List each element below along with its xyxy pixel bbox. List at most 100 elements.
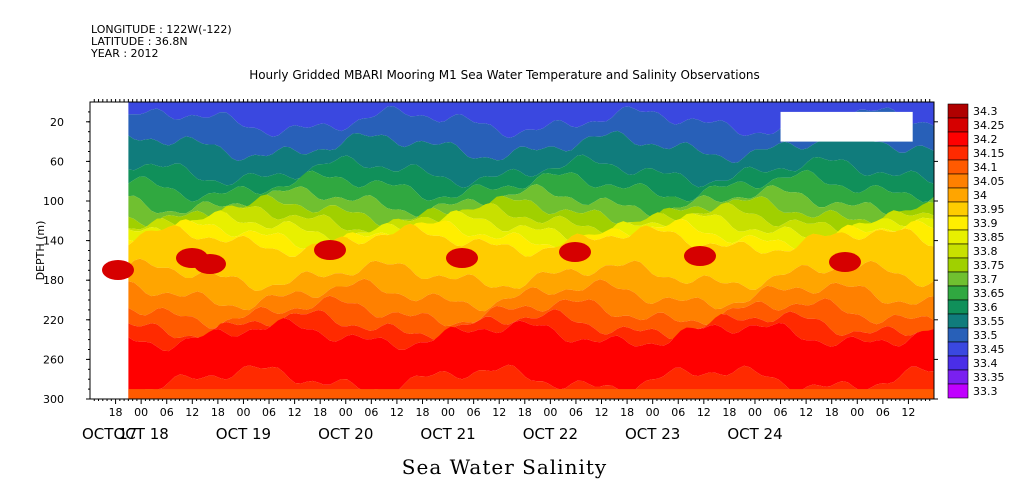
salinity-band-33.5 xyxy=(128,106,934,163)
salinity-band-33.85 xyxy=(128,210,934,250)
colorbar-swatch xyxy=(947,299,969,315)
x-day-label: OCT 22 xyxy=(523,425,578,443)
x-tick-label: 18 xyxy=(211,406,225,419)
salinity-band-34.2 xyxy=(128,318,934,395)
longitude-label: LONGITUDE : 122W(-122) xyxy=(91,23,232,36)
x-tick-label: 12 xyxy=(288,406,302,419)
colorbar-swatch xyxy=(947,145,969,161)
y-tick-label: 60 xyxy=(50,155,64,168)
colorbar-label: 33.5 xyxy=(973,329,998,342)
x-day-label: OCT 23 xyxy=(625,425,680,443)
colorbar-swatch xyxy=(947,229,969,245)
colorbar-label: 33.7 xyxy=(973,273,998,286)
colorbar-label: 34.3 xyxy=(973,105,998,118)
x-tick-label: 06 xyxy=(876,406,890,419)
x-day-label: OCT 17 xyxy=(82,425,137,443)
colorbar-swatch xyxy=(947,131,969,147)
y-tick-label: 20 xyxy=(50,116,64,129)
colorbar-swatch xyxy=(947,187,969,203)
salinity-band-33.95 xyxy=(128,223,934,291)
y-tick-label: 220 xyxy=(43,314,64,327)
x-tick-label: 00 xyxy=(339,406,353,419)
x-tick-label: 18 xyxy=(722,406,736,419)
colorbar-label: 33.65 xyxy=(973,287,1005,300)
colorbar-swatch xyxy=(947,355,969,371)
salinity-patch-high xyxy=(102,260,134,280)
x-tick-label: 06 xyxy=(569,406,583,419)
colorbar-swatch xyxy=(947,341,969,357)
x-tick-label: 00 xyxy=(134,406,148,419)
salinity-patch-high xyxy=(446,248,478,268)
salinity-band-33.7 xyxy=(128,184,934,227)
salinity-band-34.1 xyxy=(128,295,934,341)
colorbar-swatch xyxy=(947,103,969,119)
colorbar-label: 33.95 xyxy=(973,203,1005,216)
salinity-band-33.9 xyxy=(128,218,934,257)
x-tick-label: 18 xyxy=(620,406,634,419)
colorbar-label: 33.45 xyxy=(973,343,1005,356)
colorbar-swatch xyxy=(947,215,969,231)
x-tick-label: 00 xyxy=(236,406,250,419)
x-day-label: OCT 21 xyxy=(420,425,475,443)
salinity-band-33.55 xyxy=(128,129,934,188)
colorbar-swatch xyxy=(947,117,969,133)
colorbar-label: 34.05 xyxy=(973,175,1005,188)
x-tick-label: 12 xyxy=(901,406,915,419)
x-tick-label: 12 xyxy=(697,406,711,419)
colorbar-swatch xyxy=(947,369,969,385)
colorbar-label: 34.15 xyxy=(973,147,1005,160)
salinity-patch-high xyxy=(314,240,346,260)
salinity-patch-high xyxy=(559,242,591,262)
latitude-label: LATITUDE : 36.8N xyxy=(91,35,188,48)
x-tick-label: 00 xyxy=(543,406,557,419)
colorbar-label: 34.2 xyxy=(973,133,998,146)
x-tick-label: 18 xyxy=(313,406,327,419)
y-tick-label: 260 xyxy=(43,353,64,366)
x-tick-label: 06 xyxy=(262,406,276,419)
colorbar-label: 33.85 xyxy=(973,231,1005,244)
x-tick-label: 06 xyxy=(467,406,481,419)
salinity-patch-high xyxy=(829,252,861,272)
y-tick-label: 180 xyxy=(43,274,64,287)
x-tick-label: 06 xyxy=(671,406,685,419)
year-label: YEAR : 2012 xyxy=(91,47,159,60)
x-tick-label: 12 xyxy=(595,406,609,419)
y-tick-label: 100 xyxy=(43,195,64,208)
chart-title: Hourly Gridded MBARI Mooring M1 Sea Wate… xyxy=(249,68,760,82)
x-tick-label: 06 xyxy=(774,406,788,419)
colorbar-label: 33.55 xyxy=(973,315,1005,328)
colorbar-label: 33.8 xyxy=(973,245,998,258)
x-tick-label: 18 xyxy=(825,406,839,419)
x-tick-label: 00 xyxy=(748,406,762,419)
colorbar-swatch xyxy=(947,313,969,329)
x-tick-label: 18 xyxy=(518,406,532,419)
colorbar-label: 34 xyxy=(973,189,987,202)
colorbar-label: 33.3 xyxy=(973,385,998,398)
colorbar-label: 34.25 xyxy=(973,119,1005,132)
salinity-band-33.75 xyxy=(128,194,934,236)
colorbar-swatch xyxy=(947,285,969,301)
salinity-band-33.45 xyxy=(128,102,934,138)
salinity-band-33.8 xyxy=(128,202,934,244)
salinity-band-34.05 xyxy=(128,278,934,329)
x-tick-label: 12 xyxy=(799,406,813,419)
x-day-label: OCT 18 xyxy=(113,425,168,443)
colorbar-swatch xyxy=(947,271,969,287)
salinity-band-34 xyxy=(128,258,934,312)
x-tick-label: 00 xyxy=(646,406,660,419)
x-tick-label: 00 xyxy=(441,406,455,419)
colorbar-swatch xyxy=(947,173,969,189)
x-tick-label: 12 xyxy=(390,406,404,419)
colorbar-swatch xyxy=(947,257,969,273)
salinity-patch-high xyxy=(194,254,226,274)
y-axis-label: DEPTH (m) xyxy=(34,221,47,281)
colorbar-label: 33.9 xyxy=(973,217,998,230)
y-tick-label: 300 xyxy=(43,393,64,406)
colorbar-label: 33.4 xyxy=(973,357,998,370)
x-tick-label: 12 xyxy=(492,406,506,419)
x-tick-label: 18 xyxy=(415,406,429,419)
colorbar-label: 33.6 xyxy=(973,301,998,314)
salinity-band-33.65 xyxy=(128,169,934,218)
colorbar-label: 34.1 xyxy=(973,161,998,174)
